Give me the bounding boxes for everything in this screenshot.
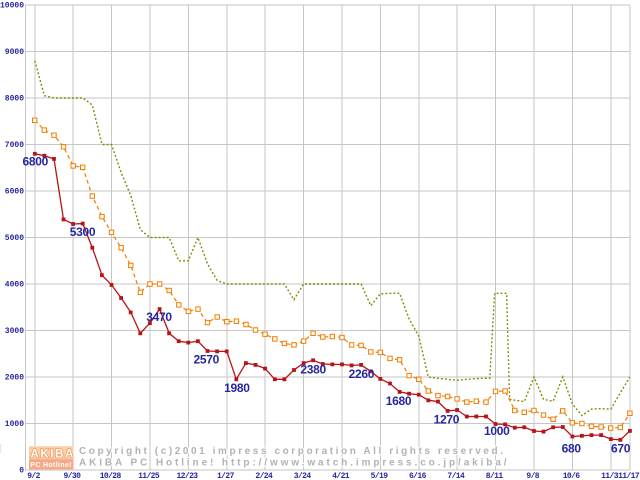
svg-text:2380: 2380 xyxy=(300,362,326,376)
svg-text:7/14: 7/14 xyxy=(447,472,465,480)
svg-text:Copyright (c)2001 impress corp: Copyright (c)2001 impress corporation Al… xyxy=(79,446,506,457)
svg-text:9000: 9000 xyxy=(5,48,24,57)
svg-text:8/11: 8/11 xyxy=(486,472,504,480)
svg-text:1000: 1000 xyxy=(5,420,24,429)
svg-text:1/27: 1/27 xyxy=(217,472,235,480)
svg-text:PC Hotline!: PC Hotline! xyxy=(30,462,72,469)
svg-text:5300: 5300 xyxy=(70,225,96,239)
svg-text:0: 0 xyxy=(19,466,24,475)
svg-text:7000: 7000 xyxy=(5,141,24,150)
svg-text:1680: 1680 xyxy=(386,394,412,408)
svg-text:6000: 6000 xyxy=(5,187,24,196)
svg-text:3470: 3470 xyxy=(146,310,172,324)
svg-text:11/25: 11/25 xyxy=(138,472,160,480)
svg-text:11/17: 11/17 xyxy=(618,472,640,480)
svg-text:1980: 1980 xyxy=(224,381,250,395)
svg-text:10000: 10000 xyxy=(0,1,24,10)
svg-text:9/30: 9/30 xyxy=(63,472,81,480)
svg-text:9/8: 9/8 xyxy=(526,472,539,480)
svg-text:670: 670 xyxy=(611,442,631,456)
svg-text:2/24: 2/24 xyxy=(255,472,273,480)
svg-text:6800: 6800 xyxy=(23,155,49,169)
svg-text:2000: 2000 xyxy=(5,373,24,382)
svg-text:3/24: 3/24 xyxy=(294,472,312,480)
svg-text:680: 680 xyxy=(562,441,582,455)
svg-text:4/21: 4/21 xyxy=(332,472,350,480)
svg-text:10/6: 10/6 xyxy=(563,472,581,480)
svg-text:10/28: 10/28 xyxy=(100,472,122,480)
svg-text:2260: 2260 xyxy=(349,367,375,381)
svg-text:5/19: 5/19 xyxy=(371,472,389,480)
svg-text:4000: 4000 xyxy=(5,280,24,289)
svg-text:1000: 1000 xyxy=(484,424,510,438)
svg-text:8000: 8000 xyxy=(5,94,24,103)
svg-text:3000: 3000 xyxy=(5,327,24,336)
svg-text:AKIBA PC Hotline! http://www.: AKIBA PC Hotline! http://www.watch.impre… xyxy=(79,457,509,468)
svg-text:Copyright (c)2001 impress corp: Copyright (c)2001 impress corporation Al… xyxy=(79,446,506,457)
svg-text:9/2: 9/2 xyxy=(27,472,40,480)
svg-text:1270: 1270 xyxy=(434,413,460,427)
svg-text:AKIBA PC Hotline! http://www.: AKIBA PC Hotline! http://www.watch.impre… xyxy=(79,457,509,468)
svg-text:6/16: 6/16 xyxy=(409,472,427,480)
svg-text:12/23: 12/23 xyxy=(176,472,198,480)
svg-text:AKIBA: AKIBA xyxy=(31,449,75,461)
svg-text:2570: 2570 xyxy=(194,353,220,367)
svg-text:5000: 5000 xyxy=(5,234,24,243)
svg-text:11/3: 11/3 xyxy=(601,472,619,480)
